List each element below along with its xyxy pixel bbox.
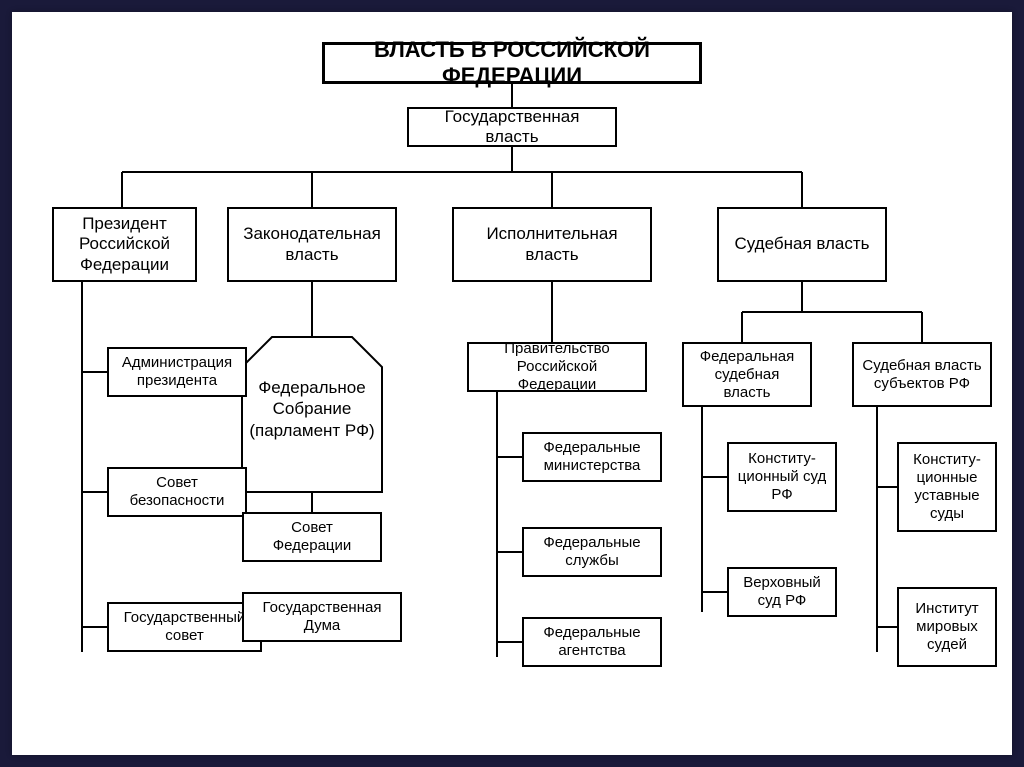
title-box: ВЛАСТЬ В РОССИЙСКОЙ ФЕДЕРАЦИИ bbox=[322, 42, 702, 84]
executive-body-1: Федеральные службы bbox=[522, 527, 662, 577]
government-box: Правительство Российской Федерации bbox=[467, 342, 647, 392]
federal-assembly-label: Федеральное Собрание (парламент РФ) bbox=[232, 377, 392, 441]
federal-court-0: Конститу­ционный суд РФ bbox=[727, 442, 837, 512]
executive-branch: Исполнительная власть bbox=[452, 207, 652, 282]
legislative-chamber-1: Государственная Дума bbox=[242, 592, 402, 642]
state-power-box: Государственная власть bbox=[407, 107, 617, 147]
legislative-chamber-0: Совет Федерации bbox=[242, 512, 382, 562]
federal-judicial-box: Федеральная судебная власть bbox=[682, 342, 812, 407]
president-child-0: Администрация президента bbox=[107, 347, 247, 397]
executive-body-0: Федеральные министерства bbox=[522, 432, 662, 482]
legislative-branch: Законодательная власть bbox=[227, 207, 397, 282]
president-child-1: Совет безопасности bbox=[107, 467, 247, 517]
regional-judicial-box: Судебная власть субъектов РФ bbox=[852, 342, 992, 407]
president-child-2: Государственный совет bbox=[107, 602, 262, 652]
judicial-branch: Судебная власть bbox=[717, 207, 887, 282]
president-branch: Президент Российской Федерации bbox=[52, 207, 197, 282]
regional-court-0: Конститу­ционные уставные суды bbox=[897, 442, 997, 532]
federal-court-1: Верховный суд РФ bbox=[727, 567, 837, 617]
diagram-canvas: ВЛАСТЬ В РОССИЙСКОЙ ФЕДЕРАЦИИ Государств… bbox=[12, 12, 1012, 755]
executive-body-2: Федеральные агентства bbox=[522, 617, 662, 667]
regional-court-1: Институт мировых судей bbox=[897, 587, 997, 667]
